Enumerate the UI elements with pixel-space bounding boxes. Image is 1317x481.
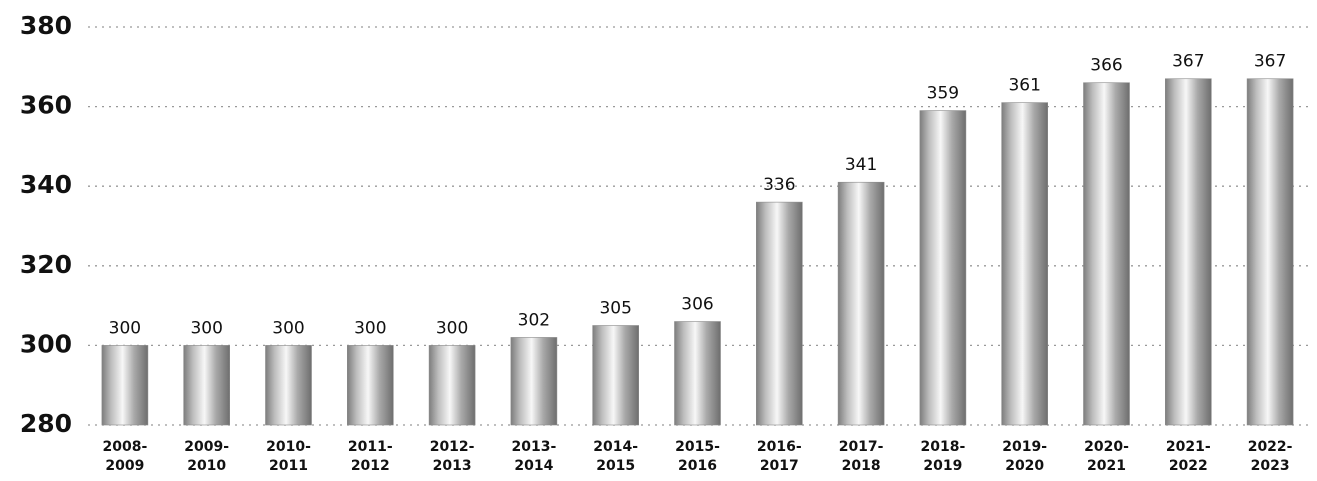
- y-tick-label: 360: [20, 91, 72, 120]
- bar: [346, 345, 394, 426]
- y-tick-label: 300: [20, 329, 72, 358]
- value-label: 306: [681, 295, 713, 315]
- value-label: 367: [1254, 52, 1286, 72]
- bar: [265, 345, 312, 426]
- x-tick-label: 2015-2016: [675, 439, 720, 474]
- value-label: 300: [354, 318, 386, 338]
- bar: [183, 345, 230, 426]
- bar: [1083, 82, 1130, 426]
- x-tick-label: 2016-2017: [756, 439, 802, 474]
- x-tick-label: 2012-2013: [429, 439, 475, 474]
- bar: [755, 201, 803, 426]
- x-tick-label: 2009-2010: [184, 439, 230, 474]
- bar: [101, 345, 149, 426]
- value-label: 300: [436, 318, 468, 338]
- value-label: 367: [1172, 52, 1204, 72]
- value-label: 341: [845, 155, 877, 175]
- value-label: 302: [518, 310, 550, 330]
- x-tick-label: 2008-2009: [102, 439, 148, 474]
- x-tick-label: 2022-2023: [1247, 439, 1293, 474]
- x-tick-label: 2010-2011: [266, 439, 311, 474]
- x-tick-label: 2019-2020: [1002, 439, 1048, 474]
- value-label: 336: [763, 175, 795, 195]
- value-label: 300: [109, 318, 141, 338]
- value-label: 366: [1090, 56, 1122, 76]
- x-tick-label: 2011-2012: [347, 439, 393, 474]
- bar: [837, 181, 885, 426]
- x-tick-label: 2017-2018: [838, 439, 884, 474]
- y-tick-label: 340: [20, 170, 72, 199]
- y-tick-label: 320: [20, 250, 72, 279]
- value-label: 300: [272, 318, 304, 338]
- x-tick-label: 2020-2021: [1084, 439, 1129, 474]
- value-label: 300: [190, 318, 222, 338]
- x-tick-label: 2021-2022: [1165, 439, 1211, 474]
- bar: [674, 321, 721, 426]
- y-tick-label: 380: [20, 11, 72, 40]
- bar: [919, 110, 967, 426]
- y-tick-label: 280: [20, 409, 72, 438]
- bar: [510, 337, 558, 426]
- x-tick-label: 2018-2019: [920, 439, 966, 474]
- bar: [592, 325, 640, 426]
- bar: [1001, 102, 1049, 426]
- value-label: 305: [599, 299, 631, 319]
- x-tick-label: 2014-2015: [593, 439, 639, 474]
- bar: [428, 345, 476, 426]
- bar: [1246, 78, 1294, 426]
- value-label: 361: [1008, 76, 1040, 96]
- x-tick-label: 2013-2014: [511, 439, 557, 474]
- value-label: 359: [927, 84, 959, 104]
- bar: [1165, 78, 1212, 426]
